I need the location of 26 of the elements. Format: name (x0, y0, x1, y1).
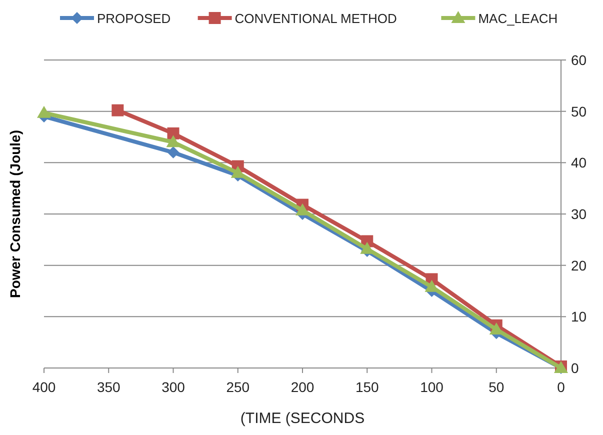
y-axis-title: Power Consumed (Joule) (7, 130, 23, 298)
point (166, 135, 180, 148)
point (112, 104, 124, 116)
x-tick-label: 0 (557, 379, 566, 395)
x-tick-label: 200 (290, 379, 314, 395)
legend-label: MAC_LEACH (478, 11, 558, 26)
x-tick-label: 150 (355, 379, 380, 395)
x-tick-label: 250 (226, 379, 250, 395)
y-tick-label: 60 (571, 52, 587, 68)
y-tick-label: 0 (571, 360, 579, 376)
point (37, 106, 51, 118)
x-tick-label: 100 (420, 379, 444, 395)
y-tick-label: 10 (571, 308, 587, 325)
x-tick-label: 50 (488, 379, 504, 395)
y-tick-label: 20 (571, 257, 587, 274)
point (167, 127, 180, 140)
x-axis-title: (TIME (SECONDS (240, 410, 365, 427)
y-tick-label: 50 (571, 103, 587, 120)
y-tick-label: 40 (571, 154, 587, 171)
x-tick-label: 400 (32, 379, 56, 395)
legend-label: PROPOSED (97, 11, 171, 26)
point (167, 146, 180, 158)
x-tick-label: 350 (96, 379, 121, 395)
legend-label: CONVENTIONAL METHOD (234, 11, 397, 26)
y-tick-label: 30 (571, 206, 587, 222)
x-tick-label: 300 (162, 379, 186, 395)
